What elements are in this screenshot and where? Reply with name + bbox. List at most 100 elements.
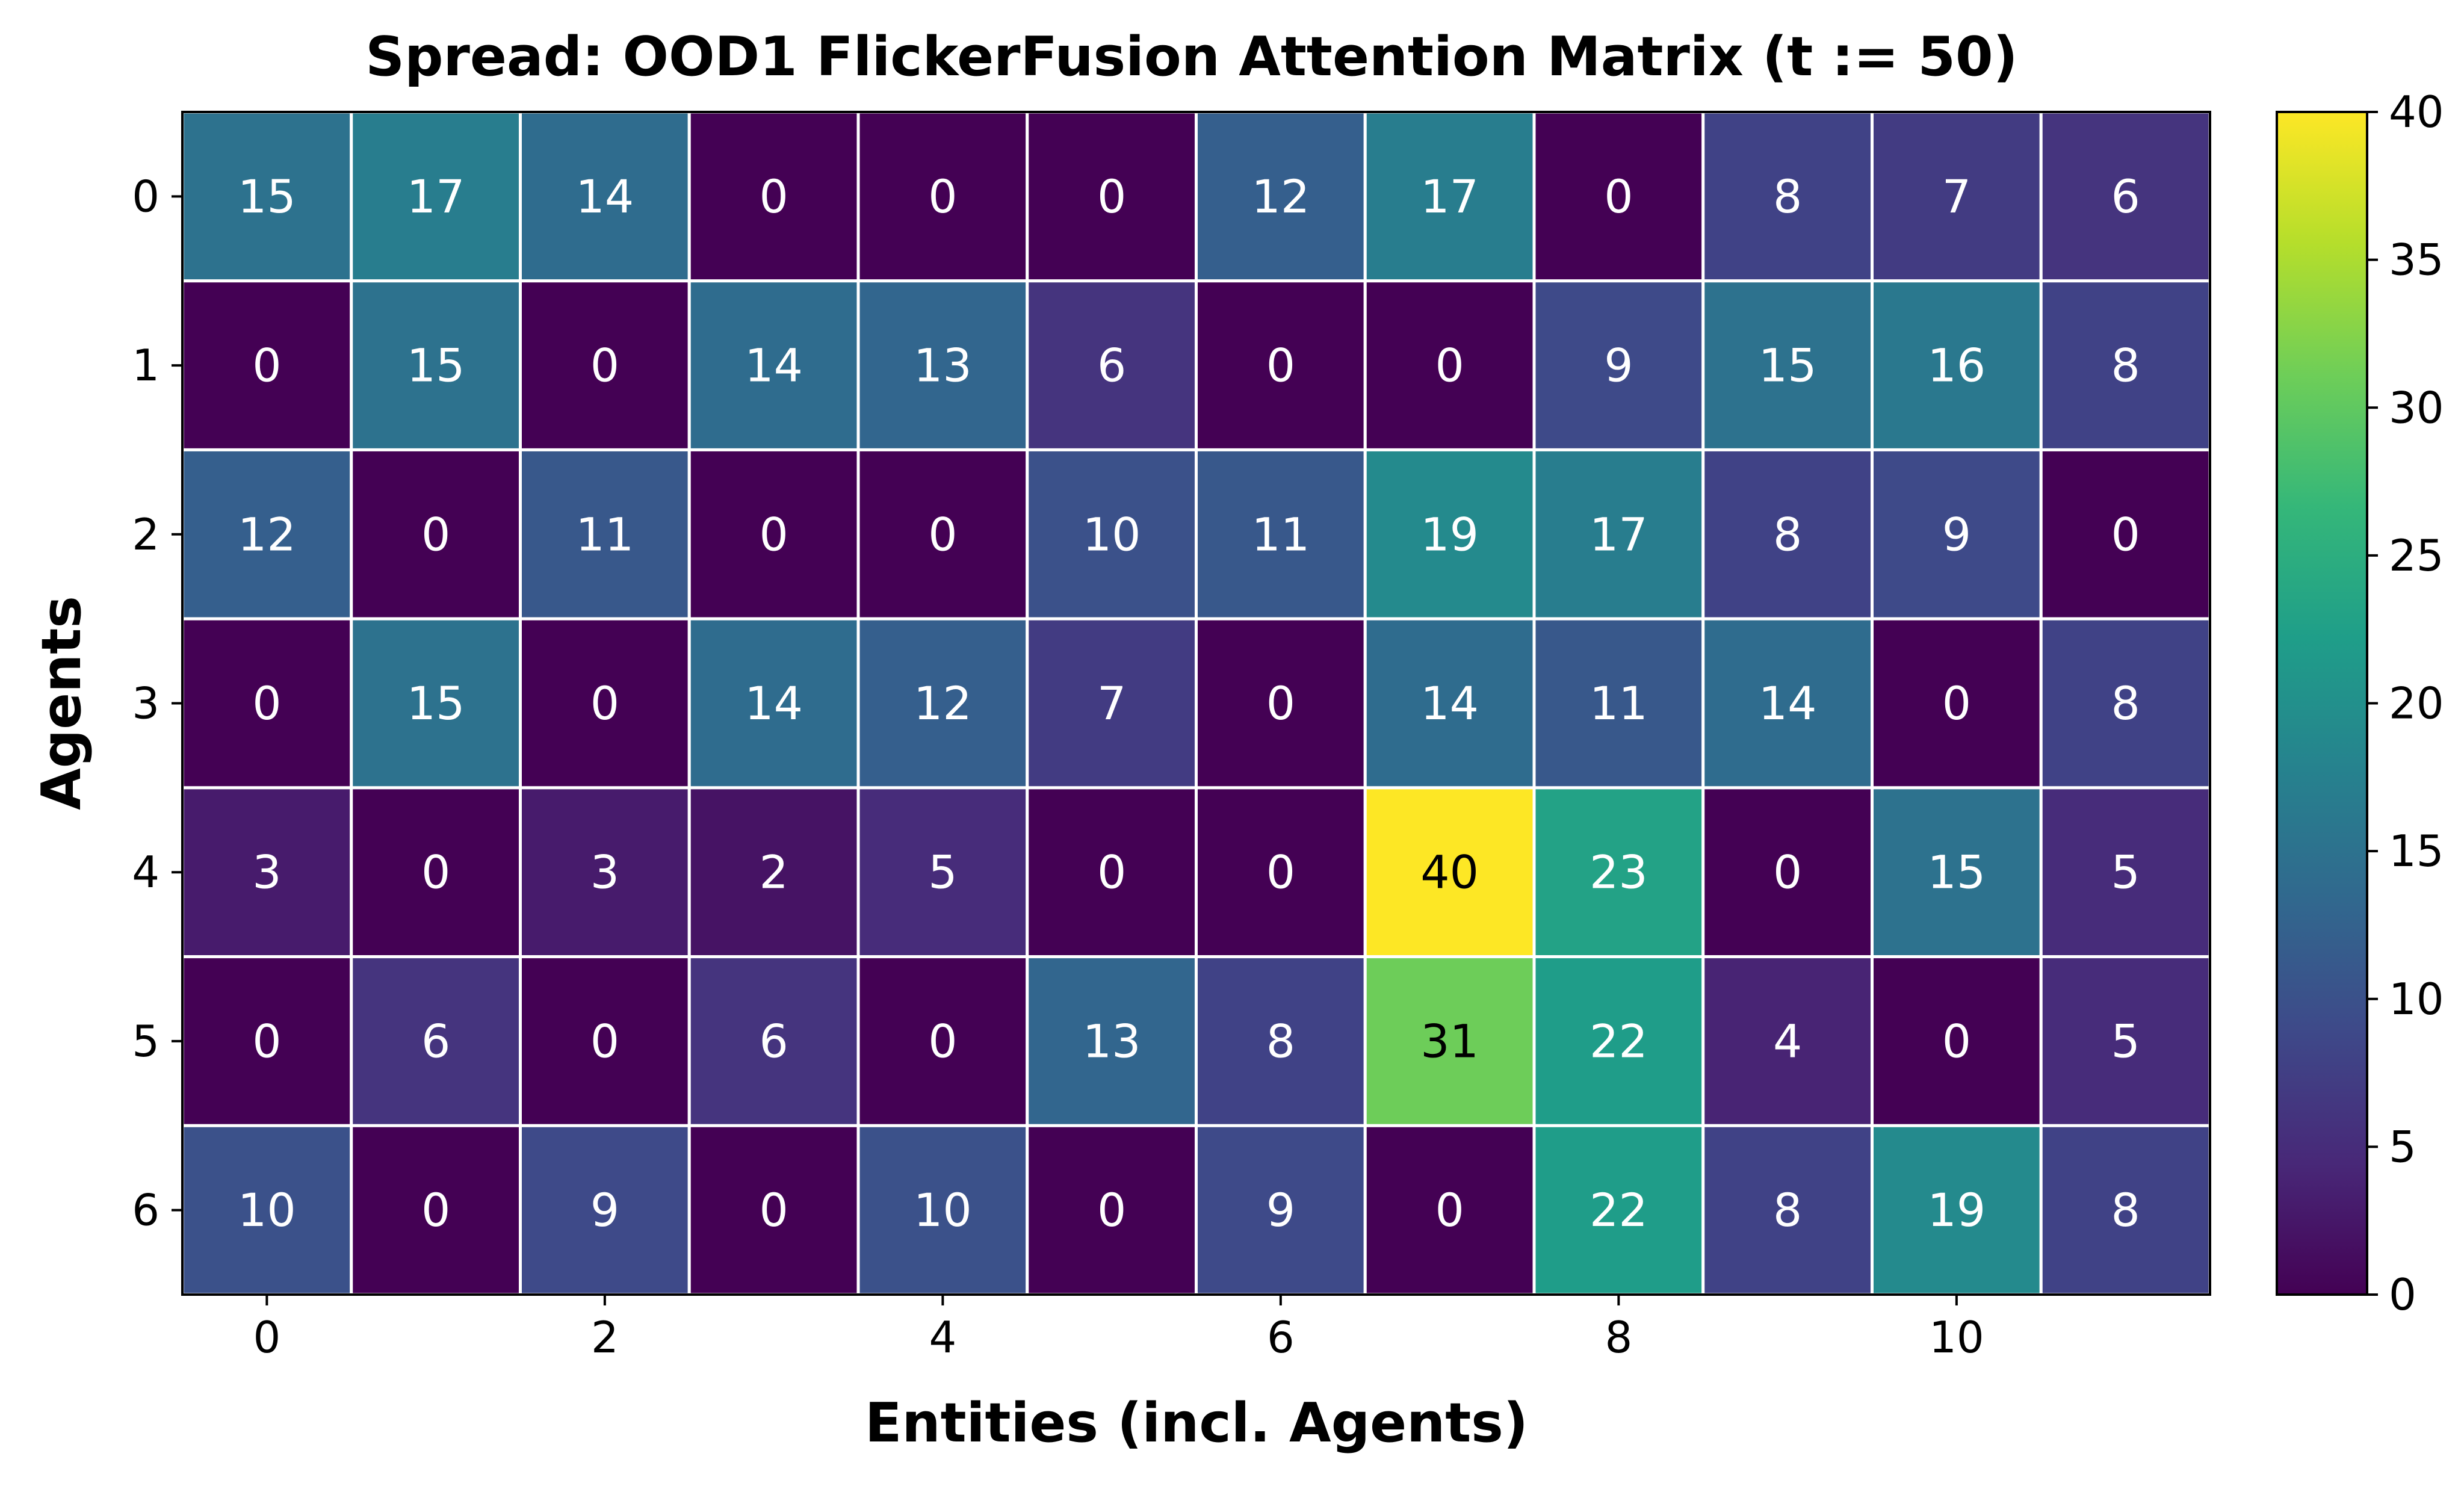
cell-value-label: 17: [1590, 507, 1648, 561]
heatmap-cell: [350, 110, 522, 283]
cell-value-label: 15: [407, 676, 465, 730]
cell-value-label: 10: [238, 1183, 296, 1237]
cell-value-label: 8: [2111, 676, 2140, 730]
cell-value-label: 22: [1590, 1014, 1648, 1068]
cell-value-label: 0: [590, 339, 619, 392]
cell-value-label: 14: [744, 339, 803, 392]
cell-value-label: 11: [1590, 676, 1648, 730]
heatmap-cell: [1701, 1124, 1874, 1296]
colorbar-tick-label: 5: [2389, 1121, 2416, 1172]
colorbar-tick-label: 15: [2389, 826, 2444, 876]
cell-value-label: 6: [421, 1014, 450, 1068]
cell-value-label: 9: [1266, 1183, 1295, 1237]
heatmap-cell: [181, 617, 353, 790]
cell-value-label: 8: [1773, 1183, 1802, 1237]
cell-value-label: 13: [1083, 1014, 1141, 1068]
cell-value-label: 22: [1590, 1183, 1648, 1237]
colorbar-tick-label: 25: [2389, 530, 2444, 581]
heatmap-cell: [1871, 279, 2043, 451]
colorbar: [2276, 111, 2368, 1296]
cell-value-label: 0: [1097, 170, 1126, 223]
heatmap-cell: [1363, 110, 1536, 283]
cell-value-label: 0: [590, 676, 619, 730]
cell-value-label: 0: [1435, 339, 1464, 392]
cell-value-label: 17: [407, 170, 465, 223]
heatmap-cell: [687, 1124, 860, 1296]
cell-value-label: 0: [1773, 846, 1802, 899]
colorbar-tick-label: 20: [2389, 678, 2444, 729]
cell-value-label: 6: [1097, 339, 1126, 392]
heatmap-cell: [350, 279, 522, 451]
heatmap-cell: [1701, 617, 1874, 790]
cell-value-label: 14: [1759, 676, 1817, 730]
heatmap-cell: [856, 1124, 1029, 1296]
heatmap-cell: [519, 617, 691, 790]
y-tick-label: 3: [132, 678, 159, 729]
x-tick-label: 6: [1267, 1312, 1295, 1363]
x-tick-label: 0: [253, 1312, 280, 1363]
heatmap-cell: [1026, 955, 1198, 1127]
cell-value-label: 16: [1928, 339, 1986, 392]
colorbar-tick-label: 30: [2389, 382, 2444, 433]
cell-value-label: 0: [421, 846, 450, 899]
cell-value-label: 0: [1097, 846, 1126, 899]
heatmap-cell: [1195, 1124, 1367, 1296]
heatmap-cell: [856, 279, 1029, 451]
cell-value-label: 7: [1942, 170, 1971, 223]
cell-value-label: 14: [576, 170, 634, 223]
cell-value-label: 8: [1773, 170, 1802, 223]
heatmap-cell: [1871, 617, 2043, 790]
heatmap-cell: [181, 786, 353, 959]
cell-value-label: 10: [1083, 507, 1141, 561]
cell-value-label: 0: [759, 170, 788, 223]
cell-value-label: 13: [914, 339, 972, 392]
cell-value-label: 0: [252, 1014, 281, 1068]
heatmap-cell: [2039, 1124, 2212, 1296]
cell-value-label: 15: [238, 170, 296, 223]
cell-value-label: 3: [590, 846, 619, 899]
heatmap-cell: [1363, 955, 1536, 1127]
heatmap-cell: [1026, 279, 1198, 451]
heatmap-cell: [519, 786, 691, 959]
heatmap-cell: [1026, 786, 1198, 959]
cell-value-label: 12: [1252, 170, 1310, 223]
y-tick-label: 4: [132, 847, 159, 897]
cell-value-label: 0: [252, 339, 281, 392]
heatmap-cell: [2039, 110, 2212, 283]
cell-value-label: 8: [1773, 507, 1802, 561]
heatmap-cell: [181, 1124, 353, 1296]
heatmap-cell: [1532, 279, 1705, 451]
heatmap-cell: [2039, 448, 2212, 621]
heatmap-cell: [687, 617, 860, 790]
cell-value-label: 0: [1266, 676, 1295, 730]
heatmap-cell: [350, 786, 522, 959]
x-tick-label: 8: [1605, 1312, 1632, 1363]
y-axis-ticks: 0 1 2 3 4 5 6: [132, 171, 182, 1236]
colorbar-tick-label: 35: [2389, 235, 2444, 285]
heatmap-cell: [1871, 786, 2043, 959]
heatmap-cell: [1363, 279, 1536, 451]
cell-value-label: 0: [1942, 676, 1971, 730]
cell-value-label: 15: [1928, 846, 1986, 899]
heatmap-cell: [1195, 279, 1367, 451]
heatmap-cell: [1871, 1124, 2043, 1296]
colorbar-ticks: 0 5 10 15 20 25 30 35 40: [2367, 87, 2444, 1320]
cell-value-label: 0: [1604, 170, 1633, 223]
cell-value-label: 12: [914, 676, 972, 730]
cell-value-label: 23: [1590, 846, 1648, 899]
cell-value-label: 10: [914, 1183, 972, 1237]
y-tick-label: 5: [132, 1016, 159, 1067]
cell-value-label: 0: [928, 170, 957, 223]
cell-value-label: 7: [1097, 676, 1126, 730]
heatmap-cell: [181, 955, 353, 1127]
cell-value-label: 0: [1942, 1014, 1971, 1068]
heatmap-cell: [181, 110, 353, 283]
cell-value-label: 15: [407, 339, 465, 392]
x-tick-label: 2: [591, 1312, 619, 1363]
cell-value-label: 5: [928, 846, 957, 899]
y-tick-label: 1: [132, 340, 159, 391]
heatmap-cell: [181, 448, 353, 621]
cell-value-label: 6: [2111, 170, 2140, 223]
y-tick-label: 0: [132, 171, 159, 221]
heatmap-cell: [2039, 617, 2212, 790]
